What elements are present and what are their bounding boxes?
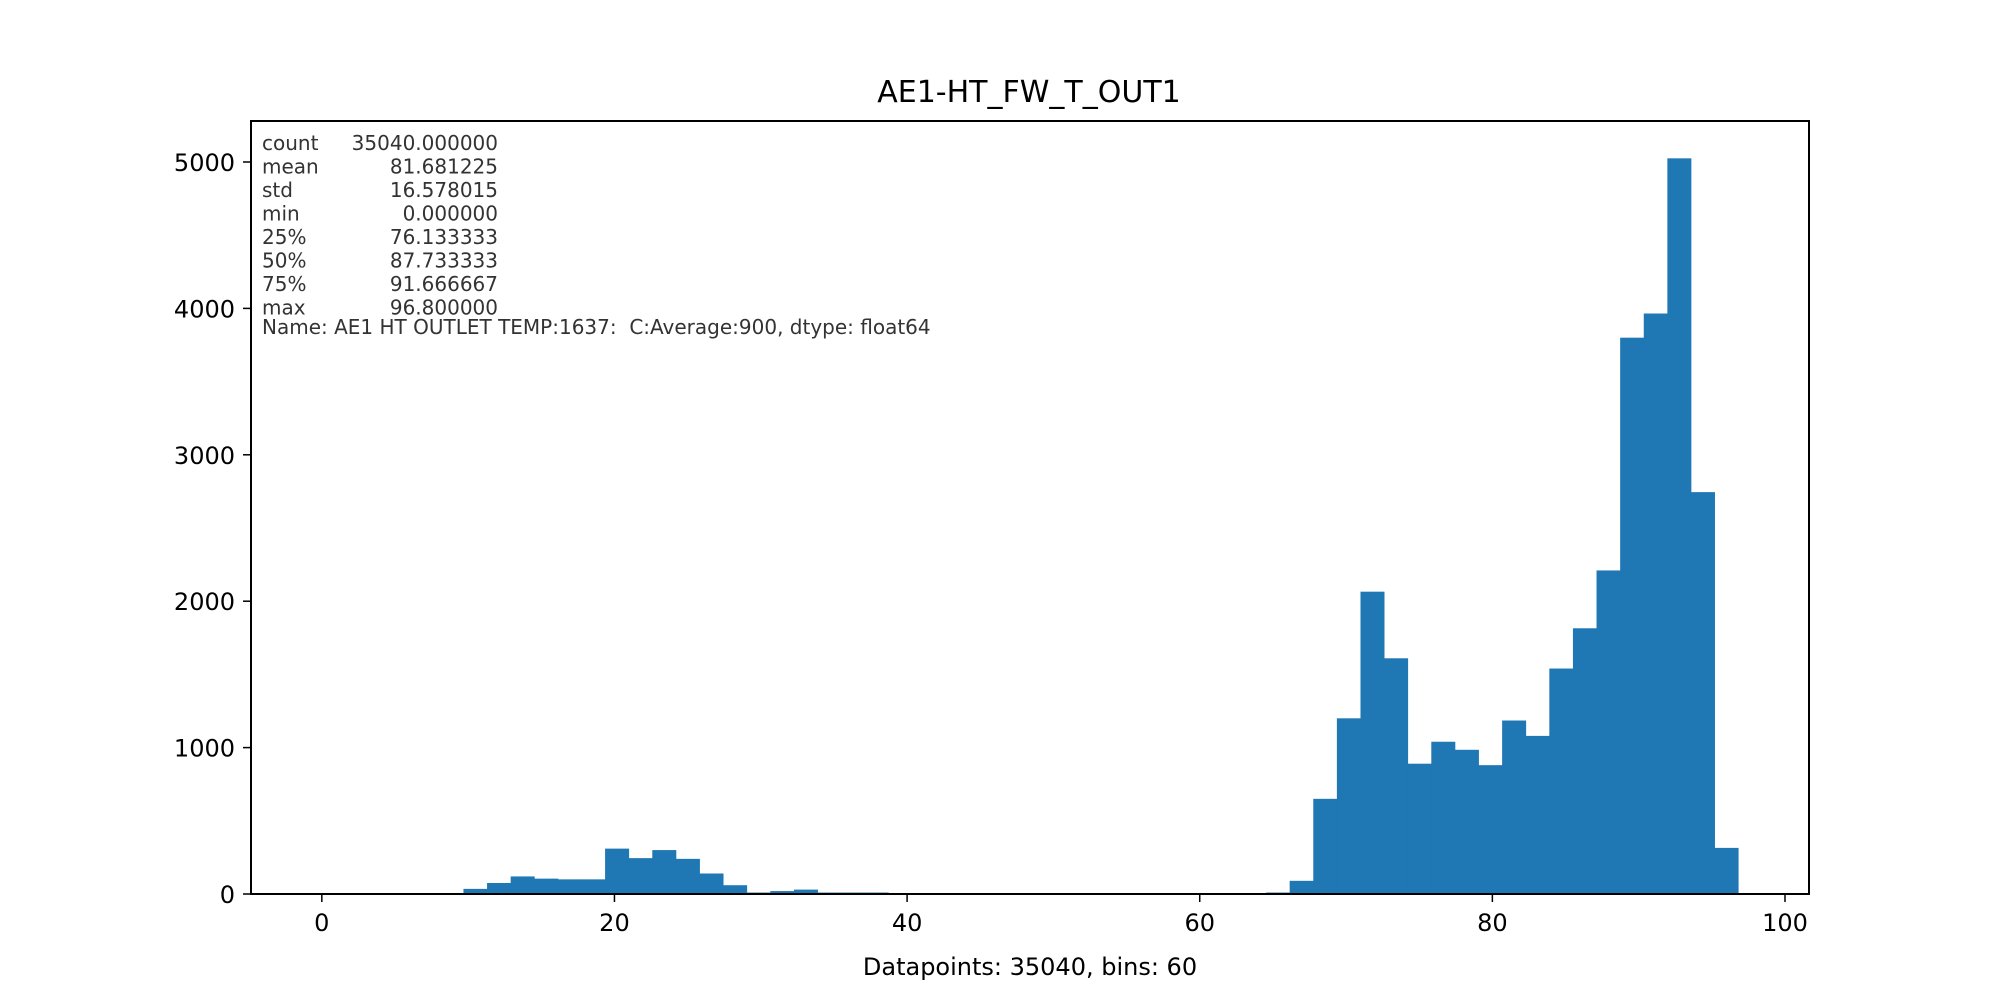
y-axis-ticks: 0 1000 2000 3000 4000 5000 — [174, 149, 251, 909]
histogram-bar — [1549, 668, 1574, 894]
stats-row-label: 50% — [262, 249, 306, 273]
x-tick-label: 40 — [892, 909, 923, 937]
histogram-bar — [1596, 570, 1621, 894]
histogram-bar — [1690, 492, 1715, 894]
stats-row-value: 35040.000000 — [352, 131, 498, 155]
histogram-bar — [581, 879, 606, 894]
histogram-bar — [1525, 735, 1550, 894]
histogram-bar — [1572, 628, 1597, 894]
histogram-bar — [463, 888, 488, 894]
histogram-bar — [652, 850, 677, 894]
y-tick-label: 4000 — [174, 295, 235, 323]
histogram-bar — [510, 876, 535, 894]
histogram-bar — [699, 873, 724, 894]
histogram-bars — [463, 158, 1739, 894]
histogram-bar — [628, 858, 653, 894]
histogram-bar — [1431, 741, 1456, 894]
histogram-bar — [1454, 749, 1479, 894]
histogram-bar — [793, 889, 818, 894]
histogram-bar — [675, 858, 700, 894]
stats-row-label: 25% — [262, 225, 306, 249]
stats-row-label: count — [262, 131, 319, 155]
histogram-bar — [1502, 720, 1527, 894]
histogram-bar — [1360, 591, 1385, 894]
stats-row-value: 96.800000 — [390, 296, 498, 320]
histogram-bar — [1643, 313, 1668, 894]
stats-row-value: 87.733333 — [390, 249, 498, 273]
histogram-bar — [1478, 765, 1503, 894]
y-tick-label: 0 — [220, 881, 235, 909]
histogram-bar — [1407, 763, 1432, 894]
histogram-bar — [723, 885, 748, 894]
histogram-bar — [487, 883, 512, 894]
chart-title: AE1-HT_FW_T_OUT1 — [877, 75, 1181, 110]
stats-summary: Name: AE1 HT OUTLET TEMP:1637: C:Average… — [262, 131, 931, 339]
stats-row-value: 0.000000 — [403, 202, 498, 226]
x-axis-label: Datapoints: 35040, bins: 60 — [863, 953, 1197, 981]
x-tick-label: 60 — [1184, 909, 1215, 937]
stats-row-label: max — [262, 296, 306, 320]
histogram-bar — [1313, 798, 1338, 894]
histogram-bar — [1289, 880, 1314, 894]
histogram-bar — [534, 878, 559, 894]
x-tick-label: 100 — [1762, 909, 1808, 937]
histogram-bar — [557, 879, 582, 894]
histogram-bar — [1336, 718, 1361, 894]
x-axis-ticks: 0 20 40 60 80 100 — [314, 894, 1808, 937]
histogram-bar — [1714, 847, 1739, 894]
histogram-bar — [1384, 658, 1409, 894]
x-tick-label: 0 — [314, 909, 329, 937]
stats-footer: Name: AE1 HT OUTLET TEMP:1637: C:Average… — [262, 315, 931, 339]
x-tick-label: 20 — [599, 909, 630, 937]
y-tick-label: 1000 — [174, 735, 235, 763]
plot-frame — [250, 120, 1810, 895]
histogram-bar — [770, 891, 795, 894]
stats-row-label: std — [262, 178, 293, 202]
y-tick-label: 2000 — [174, 588, 235, 616]
x-tick-label: 80 — [1477, 909, 1508, 937]
histogram-bar — [1667, 158, 1692, 894]
stats-row-value: 91.666667 — [390, 272, 498, 296]
stats-row-value: 16.578015 — [390, 178, 498, 202]
stats-row-label: min — [262, 202, 300, 226]
stats-row-label: 75% — [262, 272, 306, 296]
y-tick-label: 5000 — [174, 149, 235, 177]
y-tick-label: 3000 — [174, 442, 235, 470]
histogram-bar — [605, 848, 630, 894]
stats-row-value: 81.681225 — [390, 155, 498, 179]
stats-row-label: mean — [262, 155, 319, 179]
histogram-bar — [1620, 337, 1645, 894]
stats-row-value: 76.133333 — [390, 225, 498, 249]
